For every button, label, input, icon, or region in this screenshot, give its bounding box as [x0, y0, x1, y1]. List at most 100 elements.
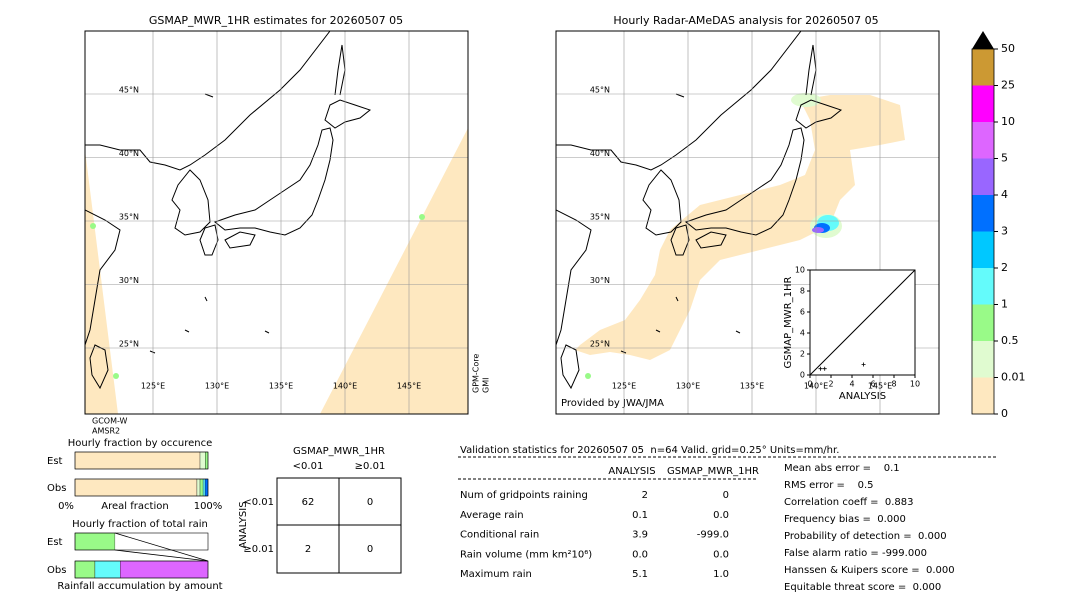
score: False alarm ratio = -999.000: [784, 548, 927, 559]
column-header: GSMAP_MWR_1HR: [667, 466, 759, 477]
x-tick-label: 6: [870, 380, 875, 389]
colorbar-segment: [972, 49, 994, 86]
lon-tick-label: 145°E: [868, 382, 892, 391]
scatter-point: [822, 366, 827, 371]
scatter-point: [818, 366, 823, 371]
lon-tick-label: 135°E: [740, 382, 764, 391]
fraction-bar: [74, 532, 116, 551]
connector: [114, 549, 209, 562]
table-title: GSMAP_MWR_1HR: [293, 446, 385, 457]
colorbar-tick-label: 0: [1001, 407, 1008, 420]
table-value: 3.9: [632, 530, 648, 541]
precip-area: [585, 373, 591, 379]
right-map: Provided by JWA/JMA 125°E 130°E 135°E 140°E…: [555, 30, 940, 415]
lon-tick-label: 140°E: [804, 382, 828, 391]
fraction-bar: [204, 478, 209, 497]
colorbar-segment: [972, 377, 994, 414]
score: Probability of detection = 0.000: [784, 531, 947, 542]
fraction-bar: [205, 451, 209, 470]
map-frame: [555, 30, 940, 415]
precip-area: [575, 95, 905, 360]
bar-frame: [74, 532, 209, 551]
lat-tick-label: 30°N: [590, 276, 610, 285]
y-tick-label: 6: [800, 308, 805, 317]
fraction-bar: [199, 451, 206, 470]
colorbar-tick-label: 2: [1001, 261, 1008, 274]
colorbar-tick-label: 50: [1001, 42, 1015, 55]
table-value: 0.0: [713, 510, 729, 521]
col-label: <0.01: [293, 461, 324, 472]
colorbar-segment: [972, 304, 994, 341]
row-label: Obs: [47, 483, 66, 494]
sat-label: GPM-Core: [472, 354, 481, 393]
lat-tick-label: 25°N: [119, 340, 139, 349]
table-cell: 62: [302, 497, 315, 508]
table-value: 0.0: [632, 549, 648, 560]
table-value: 2: [642, 490, 648, 501]
lat-tick-label: 35°N: [590, 213, 610, 222]
colorbar-tick-label: 10: [1001, 115, 1015, 128]
fraction-bar: [120, 560, 209, 579]
fraction-bar: [196, 478, 201, 497]
fraction-bar: [74, 478, 198, 497]
colorbar-segment: [972, 85, 994, 122]
x-tick-label: 2: [828, 380, 833, 389]
row-label: Average rain: [460, 510, 524, 521]
fraction-bar: [199, 478, 204, 497]
x-tick-label: 4: [849, 380, 854, 389]
lat-tick-label: 30°N: [119, 276, 139, 285]
table-cell: 0: [367, 497, 373, 508]
colorbar-segment: [972, 195, 994, 232]
colorbar-tick-label: 5: [1001, 152, 1008, 165]
connector: [114, 532, 209, 562]
panel-title: Hourly fraction by occurence: [68, 438, 212, 449]
sat-label: GCOM-W: [92, 417, 128, 426]
table-value: 0.1: [632, 510, 648, 521]
x-tick-label: 100%: [194, 501, 223, 512]
colorbar-extend: [972, 31, 994, 49]
lon-tick-label: 130°E: [676, 382, 700, 391]
table-row-title: ANALYSIS: [238, 501, 249, 548]
colorbar-segment: [972, 268, 994, 305]
lon-tick-label: 130°E: [205, 382, 229, 391]
right-map-title: Hourly Radar-AMeDAS analysis for 2026050…: [613, 14, 878, 27]
validation-header: Validation statistics for 20260507 05 n=…: [460, 445, 839, 456]
colorbar-tick-label: 1: [1001, 298, 1008, 311]
table-value: 5.1: [632, 569, 648, 580]
precip-area: [85, 150, 118, 414]
map-frame: [84, 30, 469, 415]
fraction-bar: [74, 451, 201, 470]
score: Mean abs error = 0.1: [784, 463, 900, 474]
colorbar-tick-label: 4: [1001, 188, 1008, 201]
row-label: Rain volume (mm km²10⁶): [460, 549, 592, 560]
y-axis-label: GSMAP_MWR_1HR: [783, 277, 794, 369]
y-tick-label: 2: [800, 350, 805, 359]
axis-label: Rainfall accumulation by amount: [57, 581, 222, 592]
table-value: 1.0: [713, 569, 729, 580]
left-map-title: GSMAP_MWR_1HR estimates for 20260507 05: [149, 14, 403, 27]
score: Frequency bias = 0.000: [784, 514, 906, 525]
colorbar-segment: [972, 158, 994, 195]
lat-tick-label: 35°N: [119, 213, 139, 222]
table-value: -999.0: [697, 530, 729, 541]
y-tick-label: 8: [800, 287, 805, 296]
table-cell: 2: [305, 544, 311, 555]
precip-area: [90, 223, 96, 229]
precip-area: [320, 128, 468, 414]
credit: Provided by JWA/JMA: [561, 398, 664, 409]
colorbar-tick-label: 0.01: [1001, 371, 1026, 384]
left-map: 125°E 130°E 135°E 140°E 145°E 45°N 40°N 35°N 30°…: [84, 30, 469, 415]
column-header: ANALYSIS: [608, 466, 655, 477]
score: RMS error = 0.5: [784, 480, 874, 491]
precip-area: [419, 214, 425, 220]
row-label: Maximum rain: [460, 569, 532, 580]
score: Correlation coeff = 0.883: [784, 497, 914, 508]
y-tick-label: 10: [795, 266, 805, 275]
bar-frame: [74, 560, 209, 579]
lat-tick-label: 25°N: [590, 340, 610, 349]
colorbar-tick-label: 25: [1001, 79, 1015, 92]
y-tick-label: 4: [800, 329, 805, 338]
precip-area: [113, 373, 119, 379]
table-value: 0.0: [713, 549, 729, 560]
